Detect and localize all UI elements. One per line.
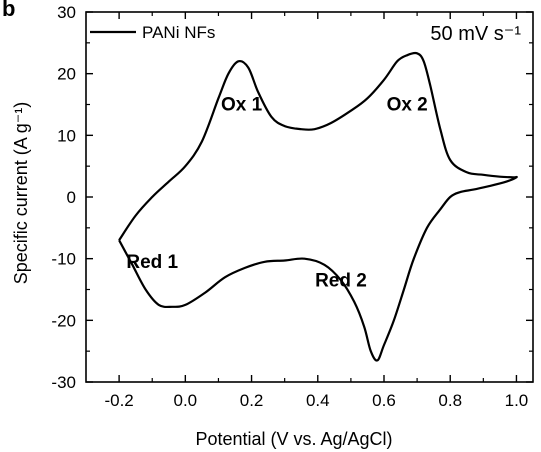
peak-annotation: Red 1	[126, 252, 178, 273]
x-tick-label: 0.0	[174, 391, 198, 410]
peak-annotation: Ox 2	[387, 95, 428, 116]
plot-area: -0.2 0.0 0.2 0.4 0.6 0.8 1.0 -30 -20 -10 0 10 20 30 PA…	[51, 3, 534, 410]
y-tick-label: 20	[57, 65, 76, 84]
y-tick-label: 10	[57, 126, 76, 145]
legend-label: PANi NFs	[142, 23, 215, 42]
y-tick-label: -10	[51, 250, 76, 269]
y-tick-label: -30	[51, 373, 76, 392]
panel-letter: b	[2, 0, 15, 21]
scan-rate-label: 50 mV s⁻¹	[430, 23, 521, 45]
x-tick-label: 0.2	[240, 391, 264, 410]
y-tick-label: -20	[51, 311, 76, 330]
x-tick-label: -0.2	[104, 391, 133, 410]
y-tick-label: 0	[67, 188, 76, 207]
peak-annotation: Ox 1	[221, 95, 263, 116]
series-line-pani-nfs	[118, 51, 518, 362]
peak-annotation: Red 2	[315, 270, 367, 291]
x-tick-label: 1.0	[505, 391, 529, 410]
x-tick-label: 0.6	[372, 391, 396, 410]
x-tick-label: 0.4	[306, 391, 330, 410]
x-axis-title: Potential (V vs. Ag/AgCl)	[195, 429, 392, 449]
y-axis-title: Specific current (A g⁻¹)	[11, 102, 31, 285]
x-tick-label: 0.8	[438, 391, 462, 410]
y-tick-label: 30	[57, 3, 76, 22]
